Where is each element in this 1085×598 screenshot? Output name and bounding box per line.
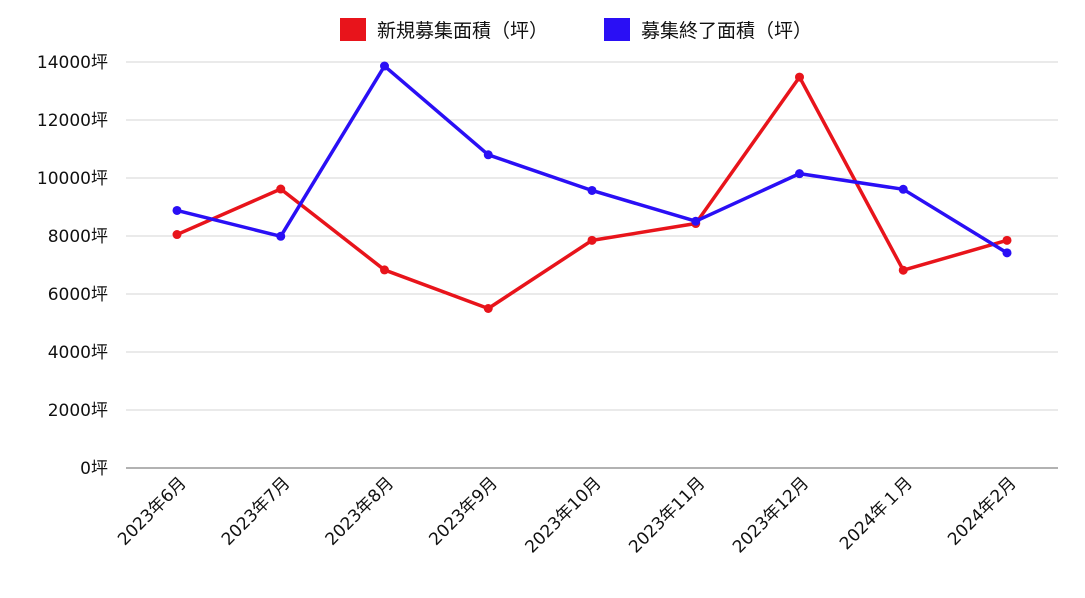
legend: 新規募集面積（坪） 募集終了面積（坪）	[340, 18, 812, 42]
x-tick-label: 2024年１月	[836, 473, 917, 554]
y-tick-label: 4000坪	[48, 343, 108, 363]
y-axis: 0坪 2000坪 4000坪 6000坪 8000坪 10000坪 12000坪 14000坪	[37, 53, 108, 479]
x-tick-label: 2023年7月	[218, 473, 294, 549]
y-tick-label: 12000坪	[37, 111, 108, 131]
y-tick-label: 14000坪	[37, 53, 108, 73]
data-point	[1002, 235, 1012, 245]
data-point	[1002, 248, 1012, 258]
data-point	[898, 265, 908, 275]
y-tick-label: 10000坪	[37, 169, 108, 189]
y-tick-label: 2000坪	[48, 401, 108, 421]
x-tick-label: 2024年2月	[944, 473, 1020, 549]
series-2	[172, 61, 1012, 258]
legend-label: 募集終了面積（坪）	[641, 20, 812, 42]
x-tick-label: 2023年8月	[322, 473, 398, 549]
x-tick-label: 2023年9月	[425, 473, 501, 549]
series-layer	[172, 61, 1012, 313]
x-tick-label: 2023年6月	[114, 473, 190, 549]
data-point	[795, 72, 804, 82]
data-point	[691, 216, 701, 226]
x-tick-label: 2023年10月	[521, 473, 605, 557]
legend-label: 新規募集面積（坪）	[377, 20, 548, 42]
data-point	[380, 61, 389, 71]
data-point	[172, 230, 182, 240]
data-point	[483, 150, 493, 160]
legend-item: 募集終了面積（坪）	[604, 18, 812, 42]
data-point	[795, 169, 804, 179]
data-point	[483, 304, 493, 313]
y-tick-label: 6000坪	[48, 285, 108, 305]
data-point	[172, 205, 182, 215]
x-axis: 2023年6月 2023年7月 2023年8月 2023年9月 2023年10月 2023…	[114, 473, 1020, 557]
series-line	[175, 64, 1009, 255]
legend-item: 新規募集面積（坪）	[340, 18, 548, 42]
legend-swatch	[340, 18, 366, 41]
data-point	[276, 184, 286, 194]
x-tick-label: 2023年12月	[729, 473, 813, 557]
data-point	[380, 265, 389, 275]
legend-swatch	[604, 18, 630, 41]
data-point	[898, 184, 908, 194]
data-point	[587, 185, 597, 195]
y-tick-label: 0坪	[80, 459, 108, 479]
data-point	[276, 231, 286, 241]
data-point	[587, 235, 597, 245]
x-tick-label: 2023年11月	[625, 473, 709, 557]
y-tick-label: 8000坪	[48, 227, 108, 247]
